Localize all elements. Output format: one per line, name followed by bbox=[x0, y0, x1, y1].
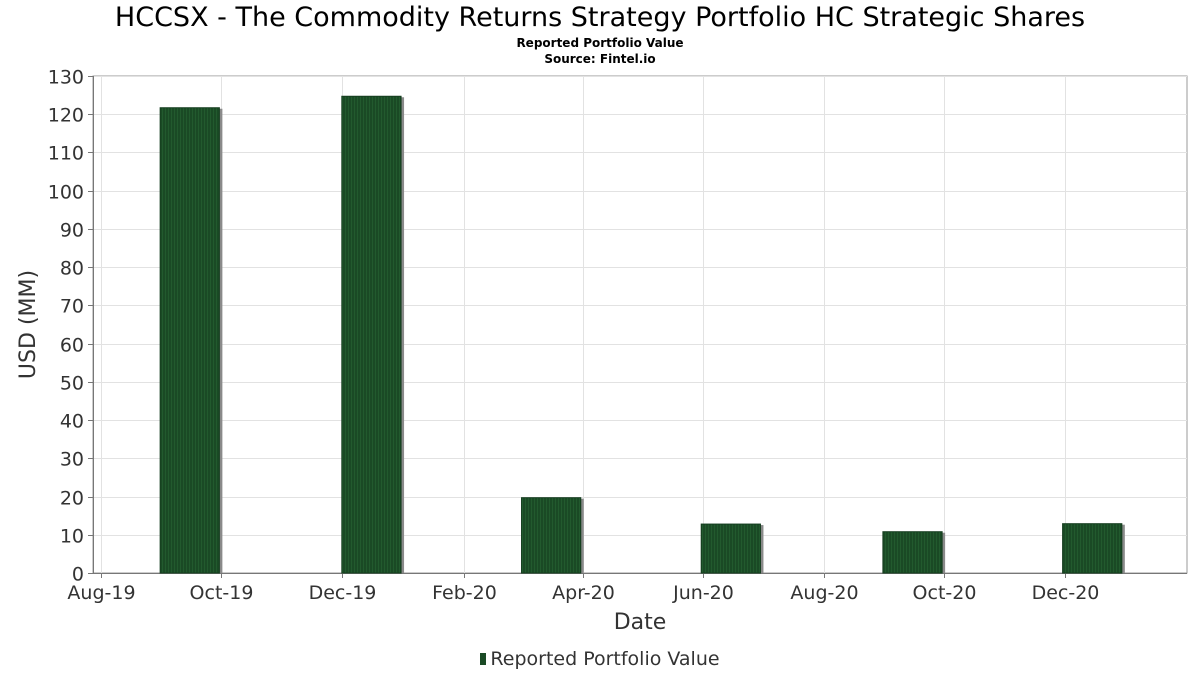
y-tick-label: 120 bbox=[48, 105, 84, 127]
x-tick-label: Apr-20 bbox=[552, 582, 615, 604]
chart-title: HCCSX - The Commodity Returns Strategy P… bbox=[114, 2, 1086, 33]
y-tick-label: 10 bbox=[60, 526, 84, 548]
y-tick-label: 100 bbox=[48, 182, 84, 204]
bar bbox=[341, 95, 402, 574]
legend-swatch bbox=[480, 653, 487, 665]
plot-area bbox=[92, 75, 1188, 574]
x-axis-label: Date bbox=[614, 610, 667, 635]
legend: Reported Portfolio Value bbox=[0, 648, 1200, 670]
y-tick-label: 50 bbox=[60, 373, 84, 395]
y-tick-label: 40 bbox=[60, 411, 84, 433]
bar bbox=[159, 107, 220, 574]
bar bbox=[521, 497, 582, 574]
chart-source: Source: Fintel.io bbox=[544, 52, 656, 66]
x-tick-label: Oct-19 bbox=[190, 582, 254, 604]
legend-label: Reported Portfolio Value bbox=[490, 648, 720, 670]
y-tick-label: 0 bbox=[72, 564, 84, 586]
y-tick-label: 80 bbox=[60, 258, 84, 280]
x-tick-label: Aug-19 bbox=[67, 582, 135, 604]
x-tick-label: Dec-20 bbox=[1032, 582, 1100, 604]
x-tick-label: Dec-19 bbox=[309, 582, 377, 604]
y-tick-label: 20 bbox=[60, 488, 84, 510]
y-tick-label: 130 bbox=[48, 67, 84, 89]
bar bbox=[882, 531, 943, 574]
y-tick-label: 110 bbox=[48, 143, 84, 165]
y-tick-label: 70 bbox=[60, 296, 84, 318]
y-tick-label: 90 bbox=[60, 220, 84, 242]
chart-subtitle: Reported Portfolio Value bbox=[516, 36, 684, 50]
y-axis-label: USD (MM) bbox=[16, 270, 41, 379]
bar bbox=[700, 523, 761, 574]
x-tick-label: Aug-20 bbox=[790, 582, 858, 604]
y-tick-label: 30 bbox=[60, 449, 84, 471]
x-tick-label: Feb-20 bbox=[432, 582, 497, 604]
x-tick-label: Oct-20 bbox=[913, 582, 977, 604]
x-tick-label: Jun-20 bbox=[672, 582, 734, 604]
bar bbox=[1062, 523, 1123, 574]
y-tick-label: 60 bbox=[60, 335, 84, 357]
